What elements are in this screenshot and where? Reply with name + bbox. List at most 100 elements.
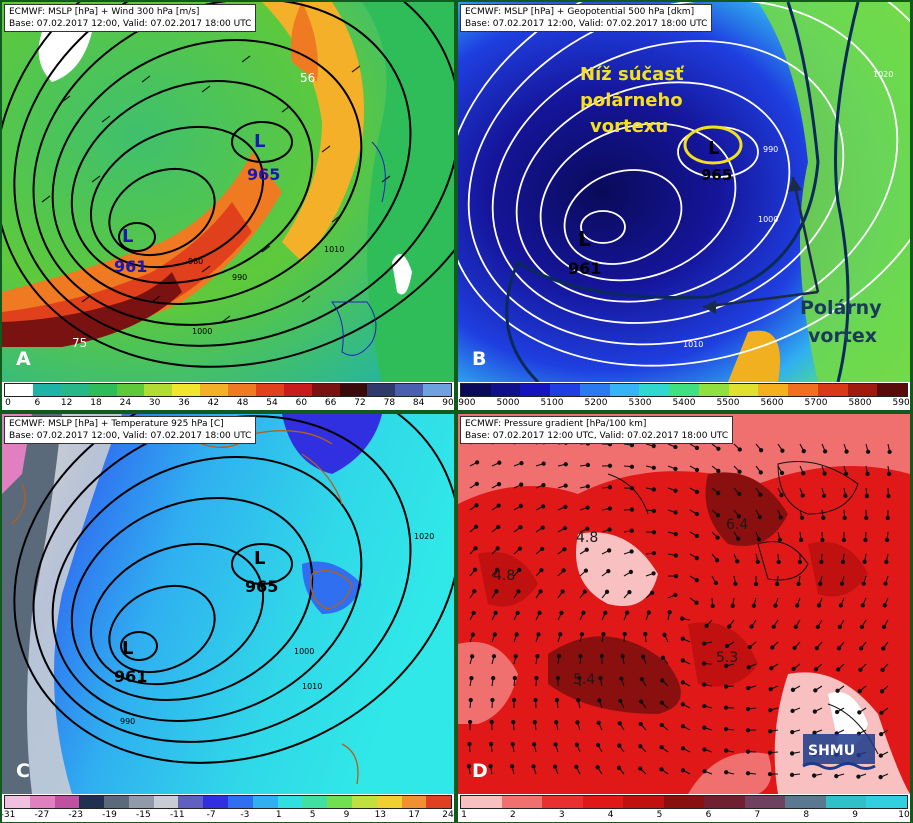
b-low2-value: 961 [568,259,601,278]
color-scale-tick-label: 5300 [628,398,652,408]
gradient-arrow-head [659,767,664,772]
a-wind-max1: 56 [300,71,315,85]
gradient-arrow-head [694,578,699,583]
gradient-arrow-head [856,774,861,779]
color-scale-swatch [550,384,580,396]
color-scale-swatch [501,796,543,808]
gradient-arrow-head [716,468,721,474]
gradient-arrow-head [585,505,590,510]
color-scale-swatch [255,384,284,396]
gradient-arrow-head [535,653,540,659]
gradient-arrow-head [813,667,819,672]
gradient-arrow-head [704,623,709,629]
color-scale-bar [4,383,452,397]
a-low2-label: L [122,226,133,247]
b-annotation-low: polárneho [580,90,683,111]
gradient-arrow-head [771,624,776,629]
gradient-arrow-head [595,742,601,748]
color-scale-swatch [395,384,424,396]
gradient-arrow-head [767,729,773,734]
gradient-arrow-head [562,547,567,552]
a-iso-label: 1010 [324,245,344,254]
gradient-arrow-head [468,697,473,703]
gradient-arrow-head [474,503,479,508]
d-value: 6.4 [726,517,748,533]
gradient-arrow-head [517,546,523,551]
gradient-arrow-head [643,631,648,637]
color-scale-swatch [252,796,278,808]
color-scale-ticks: 4900 5000 5100 5200 5300 5400 5500 5600 5700 5800… [458,398,910,410]
color-scale: 4900 5000 5100 5200 5300 5400 5500 5600 5700 5800… [458,383,910,410]
gradient-arrow-head [857,688,862,694]
gradient-arrow-head [474,481,479,486]
gradient-arrow-head [514,632,519,637]
gradient-arrow-head [715,535,720,540]
gradient-arrow-head [649,590,655,595]
color-scale-swatch [60,384,89,396]
gradient-arrow-head [560,589,565,594]
gradient-arrow-head [640,654,646,659]
gradient-arrow-head [578,653,583,659]
gradient-arrow-head [581,610,586,615]
gradient-arrow-head [638,766,643,771]
gradient-arrow-head [513,654,518,659]
gradient-arrow-head [751,603,757,608]
color-scale-swatch [401,796,427,808]
gradient-arrow-head [758,448,764,453]
gradient-arrow-head [861,581,866,586]
d-value: 5.3 [716,650,738,666]
gradient-arrow-head [659,745,664,750]
color-scale-swatch [5,796,30,808]
color-scale-tick-label: 48 [236,398,249,408]
panel-letter: A [16,348,31,370]
gradient-arrow-head [583,568,589,573]
b-iso-label: 990 [763,145,778,154]
gradient-arrow-head [737,491,742,497]
panel-letter: B [472,348,487,370]
gradient-arrow-head [835,688,840,693]
gradient-arrow-head [563,504,568,510]
gradient-arrow-head [596,720,601,725]
gradient-arrow-head [679,616,685,621]
gradient-arrow-head [651,550,657,556]
gradient-arrow-head [584,547,589,552]
gradient-arrow-head [651,465,656,470]
color-scale-tick-label: 5 [309,810,316,820]
color-scale-swatch [663,796,705,808]
gradient-arrow-head [585,484,590,489]
color-scale-swatch [29,796,55,808]
gradient-arrow-head [495,546,500,551]
color-scale-tick-label: 12 [60,398,73,408]
gradient-arrow-head [779,493,784,498]
gradient-arrow-head [604,589,610,594]
gradient-arrow-head [820,537,825,543]
gradient-arrow-head [576,698,581,703]
color-scale-swatch [866,796,908,808]
panel-letter: D [472,760,488,782]
color-scale-tick-label: 24 [119,398,132,408]
color-scale-swatch [54,796,80,808]
gradient-arrow-head [491,654,497,659]
color-scale-swatch [788,384,818,396]
color-scale-swatch [490,384,521,396]
gradient-arrow-head [555,675,561,681]
color-scale-tick-label: 9 [852,810,858,820]
b-annotation-low: vortexu [590,116,668,137]
color-scale: -31 -27 -23 -19 -15 -11 -7 -3 1 5 9 13 17 24 [2,795,454,822]
gradient-arrow-head [797,559,803,565]
gradient-arrow-head [539,546,545,552]
gradient-arrow-head [575,720,580,725]
color-scale-swatch [351,796,377,808]
gradient-arrow-head [639,676,645,682]
color-scale-swatch [311,384,340,396]
c-iso-label: 1000 [294,647,314,656]
color-scale-ticks: 1 2 3 4 5 6 7 8 9 10 [458,810,910,822]
gradient-arrow-head [559,610,564,615]
gradient-arrow-head [660,655,666,660]
gradient-arrow-head [815,624,821,629]
gradient-arrow-head [716,490,721,496]
color-scale-swatch [698,384,729,396]
color-scale-tick-label: 54 [266,398,278,408]
gradient-arrow-head [629,528,635,533]
gradient-arrow-head [694,467,700,473]
